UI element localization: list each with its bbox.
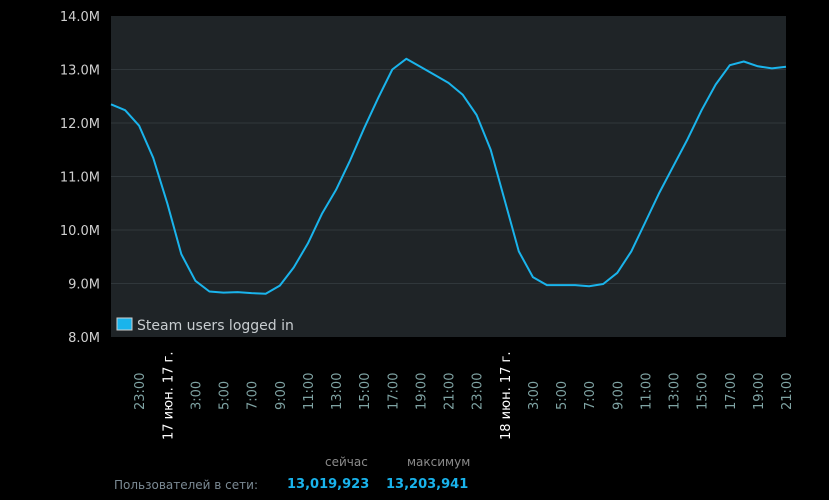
y-tick-label: 12.0M bbox=[60, 117, 100, 132]
y-tick-label: 14.0M bbox=[60, 10, 100, 25]
now-value: 13,019,923 bbox=[287, 477, 370, 492]
x-tick-label: 11:00 bbox=[302, 373, 317, 410]
x-tick-label: 11:00 bbox=[639, 373, 654, 410]
x-tick-label: 5:00 bbox=[555, 381, 570, 410]
x-tick-label: 7:00 bbox=[246, 381, 261, 410]
x-tick-label: 21:00 bbox=[780, 373, 795, 410]
legend-swatch bbox=[116, 317, 133, 331]
x-tick-label: 3:00 bbox=[527, 381, 542, 410]
y-tick-label: 10.0M bbox=[60, 224, 100, 239]
x-tick-label: 15:00 bbox=[358, 373, 373, 410]
y-tick-label: 11.0M bbox=[60, 171, 100, 186]
steam-users-chart: 8.0M 9.0M 10.0M 11.0M 12.0M 13.0M 14.0M 23:00 17… bbox=[60, 10, 795, 440]
x-tick-label: 9:00 bbox=[611, 381, 626, 410]
x-tick-label: 23:00 bbox=[471, 373, 486, 410]
x-tick-label: 5:00 bbox=[218, 381, 233, 410]
x-tick-label: 19:00 bbox=[752, 373, 767, 410]
x-tick-label: 15:00 bbox=[696, 373, 711, 410]
y-tick-label: 9.0M bbox=[68, 278, 100, 293]
series-line-steam-users bbox=[110, 57, 787, 295]
x-tick-label: 13:00 bbox=[668, 373, 683, 410]
x-date-label: 18 июн. 17 г. bbox=[499, 352, 514, 440]
y-tick-label: 13.0M bbox=[60, 64, 100, 79]
x-tick-label: 21:00 bbox=[443, 373, 458, 410]
x-date-label: 17 июн. 17 г. bbox=[161, 352, 176, 440]
x-tick-label: 23:00 bbox=[133, 373, 148, 410]
legend-label: Steam users logged in bbox=[137, 318, 294, 334]
x-tick-label: 17:00 bbox=[724, 373, 739, 410]
x-tick-label: 17:00 bbox=[386, 373, 401, 410]
users-online-label: Пользователей в сети: bbox=[114, 478, 258, 492]
x-tick-label: 7:00 bbox=[583, 381, 598, 410]
x-tick-label: 19:00 bbox=[414, 373, 429, 410]
max-value: 13,203,941 bbox=[386, 477, 469, 492]
x-tick-label: 9:00 bbox=[274, 381, 289, 410]
max-header: максимум bbox=[407, 455, 471, 469]
y-tick-label: 8.0M bbox=[68, 331, 100, 346]
x-tick-label: 13:00 bbox=[330, 373, 345, 410]
x-tick-label: 3:00 bbox=[189, 381, 204, 410]
now-header: сейчас bbox=[325, 455, 368, 469]
